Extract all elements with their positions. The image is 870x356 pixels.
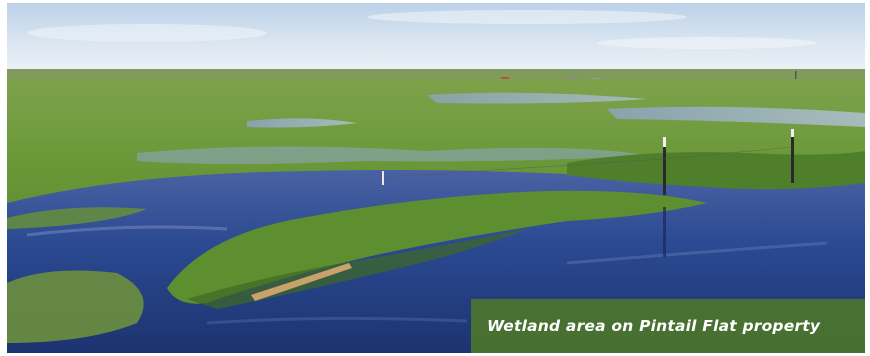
water-reflection bbox=[26, 225, 228, 237]
horizon bbox=[7, 69, 865, 79]
fence-post bbox=[663, 137, 666, 147]
cloud bbox=[597, 37, 817, 49]
utility-pole bbox=[795, 71, 797, 81]
fence-post bbox=[791, 131, 794, 183]
cloud bbox=[367, 10, 687, 24]
cloud bbox=[27, 24, 267, 42]
floating-log bbox=[251, 263, 352, 301]
fence-wire bbox=[663, 146, 794, 160]
grass-clump bbox=[7, 270, 144, 343]
flooded-patch bbox=[607, 106, 865, 127]
post-reflection bbox=[663, 207, 666, 257]
flooded-patch bbox=[247, 118, 357, 128]
water-reflection bbox=[206, 316, 468, 325]
fence-post bbox=[663, 139, 666, 195]
fence-post bbox=[382, 171, 384, 185]
wetland-photo bbox=[7, 3, 865, 353]
flooded-patch bbox=[427, 92, 647, 104]
flooded-patch bbox=[137, 146, 647, 164]
grass-clump bbox=[7, 207, 147, 229]
caption-text: Wetland area on Pintail Flat property bbox=[487, 317, 821, 335]
grass-island bbox=[167, 190, 707, 304]
fence-post bbox=[791, 129, 794, 137]
water-reflection bbox=[566, 241, 828, 265]
caption-box: Wetland area on Pintail Flat property bbox=[471, 299, 865, 353]
photo-frame: Wetland area on Pintail Flat property bbox=[7, 3, 865, 353]
fence-wire bbox=[383, 158, 665, 178]
